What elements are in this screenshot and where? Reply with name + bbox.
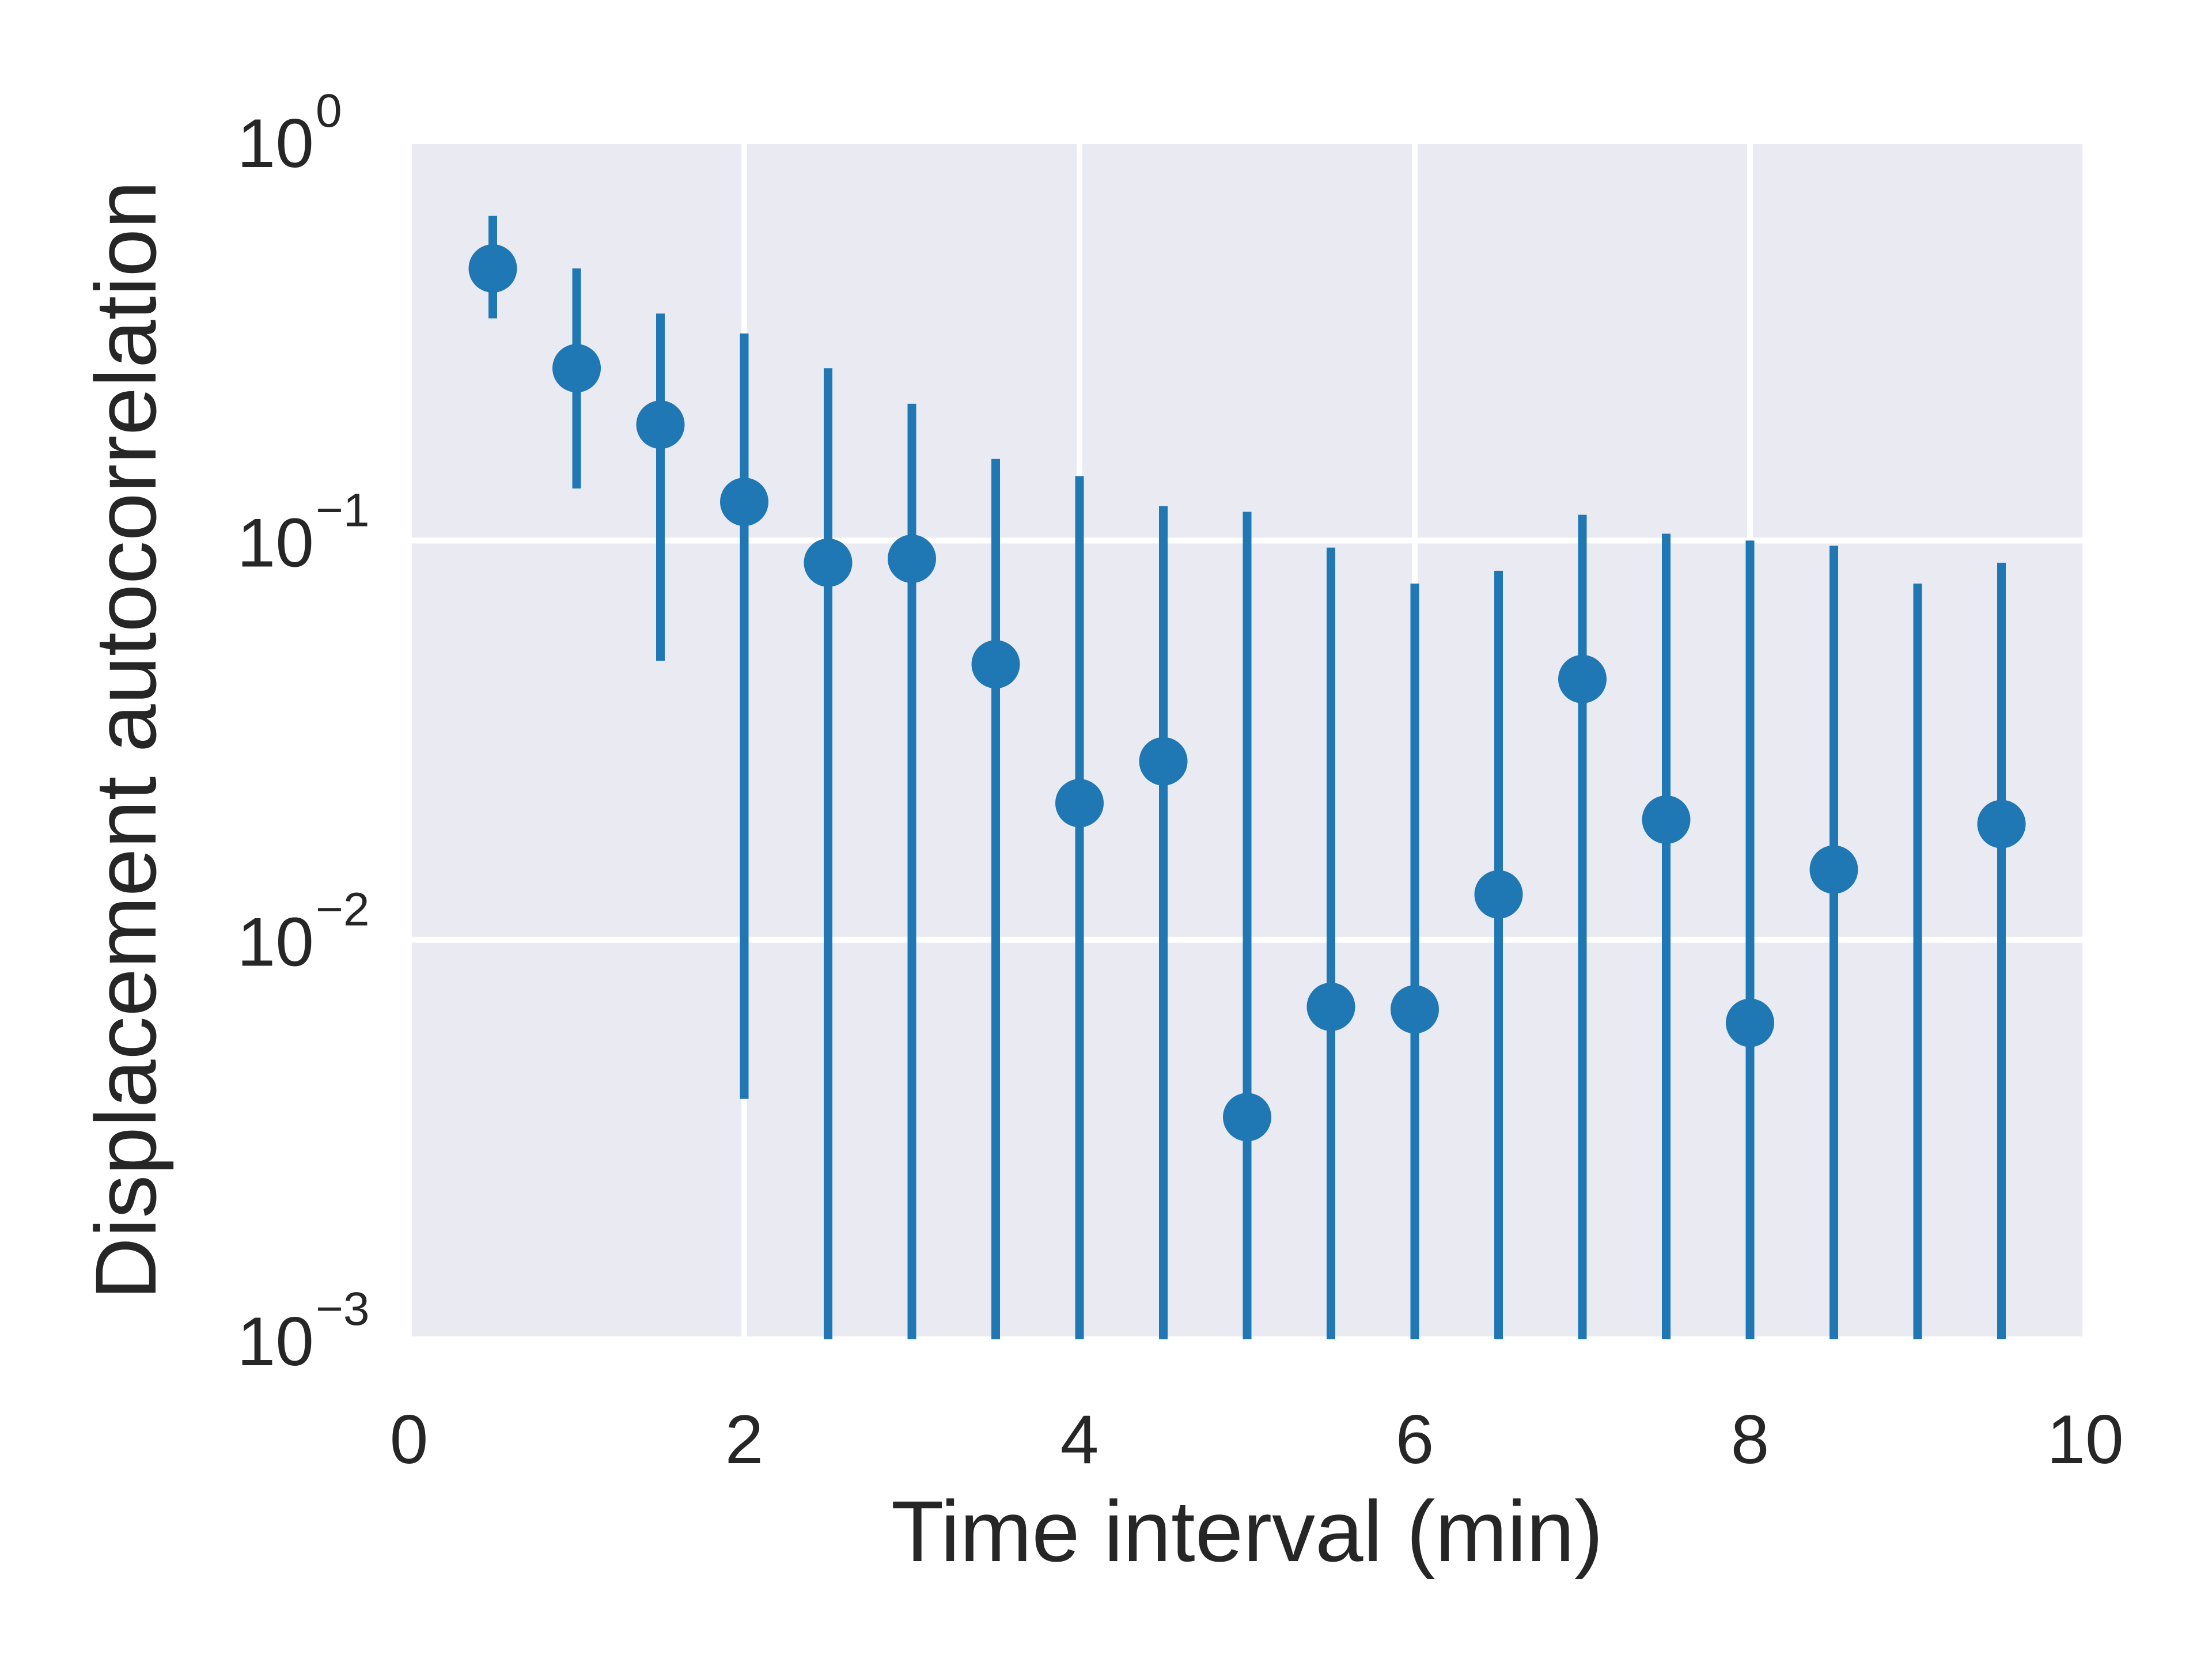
data-point xyxy=(1055,779,1104,828)
x-tick-label: 0 xyxy=(390,1401,429,1478)
data-point xyxy=(1726,998,1774,1047)
y-tick-label-base: 10 xyxy=(237,1303,314,1380)
y-tick-label: 10 −2 xyxy=(237,884,370,981)
data-point xyxy=(1809,845,1858,894)
data-point xyxy=(1558,654,1607,703)
x-axis-label: Time interval (min) xyxy=(891,1483,1603,1580)
x-tick-label: 10 xyxy=(2047,1401,2123,1478)
data-point xyxy=(1474,870,1523,919)
y-tick-label-exponent: −1 xyxy=(316,484,370,536)
data-point xyxy=(804,538,853,587)
data-point xyxy=(888,535,936,584)
data-point xyxy=(1977,800,2026,849)
x-tick-label: 4 xyxy=(1060,1401,1099,1478)
data-point xyxy=(720,478,768,527)
y-tick-label-base: 10 xyxy=(237,105,314,182)
data-point xyxy=(552,344,601,393)
y-tick-label-exponent: −3 xyxy=(316,1283,370,1335)
y-tick-label-base: 10 xyxy=(237,904,314,981)
y-tick-label: 10 −3 xyxy=(237,1283,370,1380)
x-tick-label: 8 xyxy=(1731,1401,1770,1478)
data-point xyxy=(1642,795,1691,844)
data-point xyxy=(1223,1093,1271,1142)
y-tick-label-exponent: 0 xyxy=(316,85,342,137)
data-point xyxy=(971,640,1020,689)
y-tick-label: 10 0 xyxy=(237,85,342,182)
data-point xyxy=(636,400,685,449)
data-point xyxy=(468,244,517,293)
y-tick-label-base: 10 xyxy=(237,504,314,581)
data-point xyxy=(1139,737,1188,786)
y-tick-label: 10 −1 xyxy=(237,484,370,581)
x-tick-label: 2 xyxy=(725,1401,764,1478)
data-point xyxy=(1306,982,1355,1031)
data-marks xyxy=(468,215,2026,1339)
y-axis-label: Displacement autocorrelation xyxy=(77,181,174,1300)
x-tick-label: 6 xyxy=(1396,1401,1434,1478)
data-point xyxy=(1391,985,1439,1034)
y-tick-label-exponent: −2 xyxy=(316,884,370,936)
x-tick-labels: 0 2 4 6 8 10 xyxy=(390,1401,2124,1478)
